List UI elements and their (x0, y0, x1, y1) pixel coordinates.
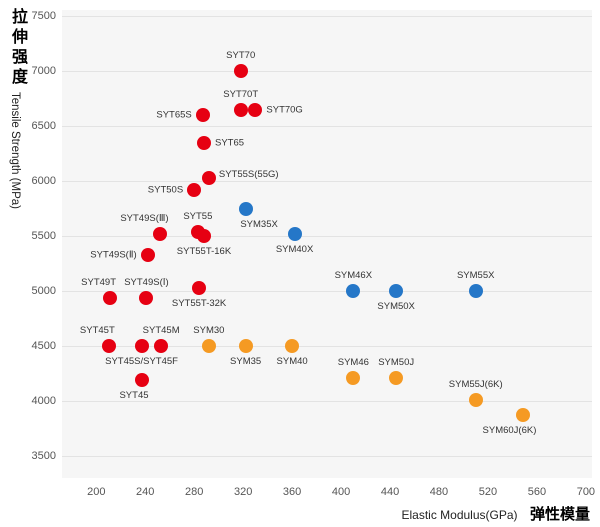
y-tick-label: 3500 (31, 450, 56, 462)
data-point-label-sym46: SYM46 (337, 356, 369, 368)
data-point-label-syt55t-16k: SYT55T-16K (176, 246, 232, 258)
x-tick-label: 320 (233, 486, 253, 498)
data-point-label-syt50s: SYT50S (147, 184, 184, 196)
data-point-label-sym50x: SYM50X (377, 301, 415, 313)
x-tick-label: 400 (331, 486, 351, 498)
x-tick-label: 560 (527, 486, 547, 498)
data-point-label-sym30: SYM30 (193, 325, 225, 336)
data-point-syt55t-32k (192, 280, 207, 295)
gridline (62, 456, 592, 457)
gridline (62, 16, 592, 18)
data-point-label-sym40: SYM40 (276, 356, 308, 367)
data-point-syt70t (233, 102, 248, 117)
y-tick-label: 6000 (31, 175, 56, 188)
y-tick-label: 4000 (31, 395, 56, 407)
data-point-label-syt49s: SYT49S(Ⅲ) (120, 212, 169, 224)
data-point-label-sym40x: SYM40X (275, 243, 314, 255)
gridline (62, 401, 592, 402)
data-point-label-sym35x: SYM35X (240, 218, 278, 230)
x-axis-title-zh: 弹性模量 (529, 506, 590, 523)
gridline (62, 346, 592, 347)
y-tick-label: 4500 (31, 340, 56, 352)
x-tick-label: 520 (478, 486, 498, 498)
data-point-syt65s (195, 108, 210, 123)
data-point-syt45t (101, 339, 116, 353)
y-tick-label: 5500 (31, 230, 56, 243)
data-point-label-syt70g: SYT70G (266, 104, 303, 116)
y-tick-label: 5000 (31, 285, 56, 298)
data-point-syt45 (134, 373, 149, 388)
data-point-label-sym55j-6k: SYM55J(6K) (448, 378, 503, 390)
data-point-sym40 (285, 339, 300, 353)
data-point-sym50j (389, 370, 404, 385)
data-point-label-syt45t: SYT45T (79, 325, 115, 336)
data-point-label-syt55: SYT55 (183, 210, 213, 222)
data-point-label-sym46x: SYM46X (334, 270, 373, 282)
data-point-syt49t (102, 290, 117, 305)
data-point-label-sym55x: SYM55X (456, 270, 495, 282)
y-tick-label: 7500 (31, 10, 56, 23)
y-tick-label: 6500 (31, 120, 56, 133)
data-point-sym40x (287, 226, 302, 241)
data-point-sym35 (238, 339, 253, 353)
plot-area (62, 10, 592, 478)
data-point-syt45s-syt45f (134, 339, 149, 353)
data-point-sym30 (201, 339, 216, 353)
data-point-label-sym50j: SYM50J (378, 356, 415, 368)
data-point-syt70 (233, 64, 248, 79)
x-axis-title: Elastic Modulus(GPa) 弹性模量 (401, 503, 590, 524)
data-point-syt55s-55g (201, 170, 216, 185)
data-point-sym60j-6k (516, 408, 531, 423)
gridline (62, 236, 592, 238)
data-point-label-syt70t: SYT70T (223, 88, 259, 100)
y-axis-title-zh: 拉伸强度 (9, 8, 26, 88)
data-point-syt55t-16k (196, 229, 211, 244)
data-point-label-syt55t-32k: SYT55T-32K (171, 297, 227, 309)
x-tick-label: 240 (136, 486, 155, 498)
gridline (62, 181, 592, 183)
gridline (62, 71, 592, 73)
data-point-syt45m (154, 339, 169, 353)
gridline (62, 291, 592, 293)
x-tick-label: 440 (380, 486, 400, 498)
data-point-label-syt45m: SYT45M (142, 325, 180, 336)
data-point-syt50s (187, 182, 202, 197)
data-point-syt70g (248, 102, 263, 117)
data-point-sym46x (346, 284, 361, 299)
data-point-sym50x (389, 284, 404, 299)
data-point-sym46 (346, 370, 361, 385)
data-point-label-sym35: SYM35 (230, 356, 262, 367)
data-point-label-syt55s-55g: SYT55S(55G) (218, 168, 279, 180)
data-point-label-sym60j-6k: SYM60J(6K) (482, 425, 537, 437)
data-point-sym55j-6k (468, 392, 483, 407)
y-axis-title-en: Tensile Strength (MPa) (9, 92, 21, 209)
data-point-label-syt45: SYT45 (119, 390, 149, 402)
gridline (62, 126, 592, 128)
data-point-syt65 (196, 135, 211, 150)
x-axis-title-en: Elastic Modulus(GPa) (401, 508, 518, 522)
y-tick-label: 7000 (31, 65, 56, 78)
data-point-label-syt70: SYT70 (226, 50, 256, 62)
x-tick-label: 360 (282, 486, 302, 498)
x-tick-label: 480 (429, 486, 449, 498)
data-point-sym55x (468, 284, 483, 299)
data-point-label-syt49s: SYT49S(Ⅰ) (124, 276, 169, 288)
data-point-syt49s (139, 290, 154, 305)
data-point-label-syt49t: SYT49T (81, 276, 117, 288)
data-point-sym35x (238, 201, 253, 216)
x-tick-label: 280 (185, 486, 204, 498)
x-tick-label: 200 (87, 486, 106, 498)
data-point-label-syt65: SYT65 (214, 137, 245, 149)
data-point-label-syt45s-syt45f: SYT45S/SYT45F (105, 356, 178, 367)
x-tick-label: 700 (576, 486, 596, 498)
data-point-syt49s (140, 247, 155, 262)
data-point-label-syt49s: SYT49S(Ⅱ) (90, 249, 137, 261)
data-point-label-syt65s: SYT65S (156, 109, 192, 121)
data-point-syt49s (152, 226, 167, 241)
